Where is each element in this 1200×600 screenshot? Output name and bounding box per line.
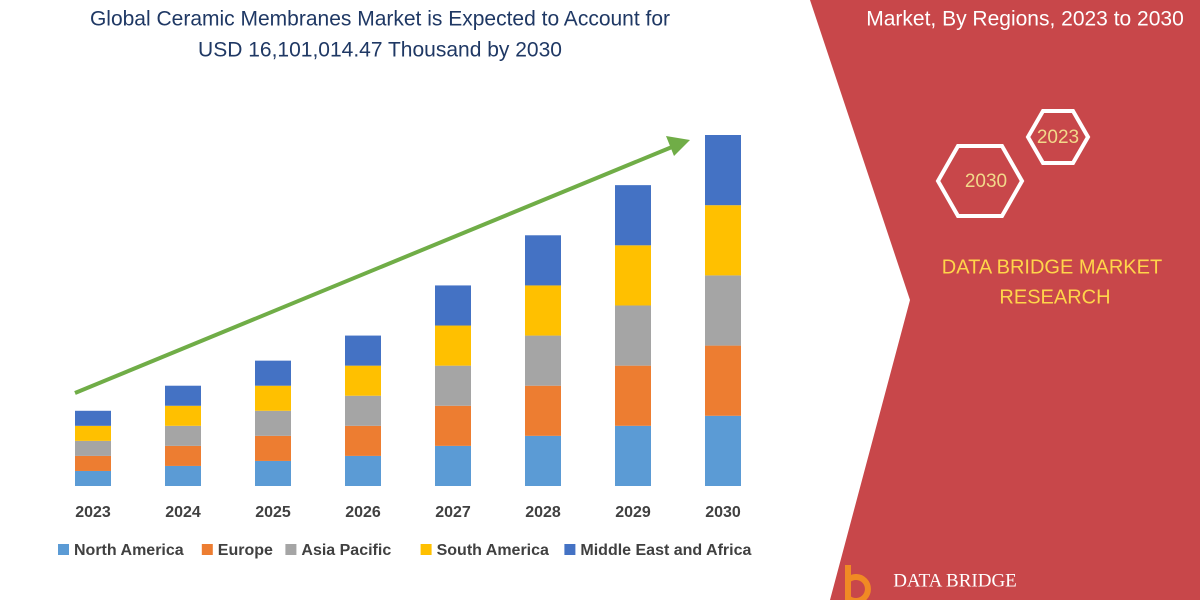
bar-segment	[75, 470, 111, 486]
bar-segment	[165, 405, 201, 426]
bar-segment	[345, 455, 381, 486]
legend-label: Middle East and Africa	[580, 542, 751, 559]
legend-label: North America	[74, 542, 184, 559]
bar-segment	[705, 415, 741, 486]
bar-segment	[345, 335, 381, 366]
bar-segment	[615, 185, 651, 246]
bar-segment	[615, 305, 651, 366]
bar-segment	[255, 435, 291, 461]
chart-title: Global Ceramic Membranes Market is Expec…	[90, 8, 670, 31]
panel-heading: Market, By Regions, 2023 to 2030	[866, 8, 1184, 31]
legend-swatch	[420, 544, 432, 555]
legend-label: Europe	[218, 542, 273, 559]
legend-swatch	[201, 544, 213, 555]
bar-segment	[705, 275, 741, 346]
bar-segment	[165, 385, 201, 406]
bar-segment	[75, 410, 111, 426]
logo-text: DATA BRIDGE	[893, 570, 1017, 591]
bar-segment	[435, 445, 471, 486]
legend-swatch	[58, 544, 69, 555]
x-tick-label: 2025	[255, 504, 291, 521]
bar-segment	[165, 445, 201, 466]
bar-segment	[345, 365, 381, 396]
bar-segment	[75, 440, 111, 456]
x-tick-label: 2027	[435, 504, 471, 521]
bar-segment	[165, 465, 201, 486]
bar-segment	[255, 385, 291, 411]
brand-text: DATA BRIDGE MARKET	[942, 256, 1162, 278]
legend-label: South America	[437, 542, 549, 559]
bar-segment	[615, 425, 651, 486]
bar-segment	[525, 335, 561, 386]
logo-icon	[845, 565, 871, 600]
bar-segment	[255, 460, 291, 486]
brand-text: RESEARCH	[999, 286, 1110, 308]
bar-segment	[705, 135, 741, 206]
bar-segment	[435, 365, 471, 406]
bar-segment	[525, 435, 561, 486]
bar-segment	[255, 360, 291, 386]
hexagon	[935, 144, 1025, 218]
bar-segment	[345, 425, 381, 456]
bar-segment	[75, 425, 111, 441]
plot: 2023 2024 2025 2026 2027 2028 2029 2030 North Am…	[58, 135, 752, 559]
side-panel	[810, 0, 1200, 600]
bar-segment	[255, 410, 291, 436]
bar-segment	[705, 205, 741, 276]
trend-arrow	[74, 145, 673, 395]
x-tick-label: 2029	[615, 504, 651, 521]
bar-segment	[75, 455, 111, 471]
x-tick-label: 2023	[75, 504, 111, 521]
hex-label: 2030	[965, 171, 1007, 192]
x-tick-label: 2024	[165, 504, 201, 521]
bar-segment	[435, 285, 471, 326]
bar-segment	[525, 385, 561, 436]
bar-segment	[435, 325, 471, 366]
trend-arrow-head	[666, 136, 690, 156]
bar-segment	[345, 395, 381, 426]
hex-label: 2023	[1037, 127, 1079, 148]
legend-swatch	[285, 544, 297, 555]
x-tick-label: 2030	[705, 504, 741, 521]
bar-segment	[615, 245, 651, 306]
chart-subtitle: USD 16,101,014.47 Thousand by 2030	[198, 39, 562, 62]
legend-label: Asia Pacific	[301, 542, 391, 559]
bar-segment	[435, 405, 471, 446]
legend-swatch	[564, 544, 576, 555]
bar-segment	[525, 235, 561, 286]
bar-segment	[525, 285, 561, 336]
bar-segment	[165, 425, 201, 446]
x-tick-label: 2028	[525, 504, 561, 521]
x-tick-label: 2026	[345, 504, 381, 521]
hexagon	[1025, 109, 1091, 165]
bar-segment	[705, 345, 741, 416]
bar-segment	[615, 365, 651, 426]
